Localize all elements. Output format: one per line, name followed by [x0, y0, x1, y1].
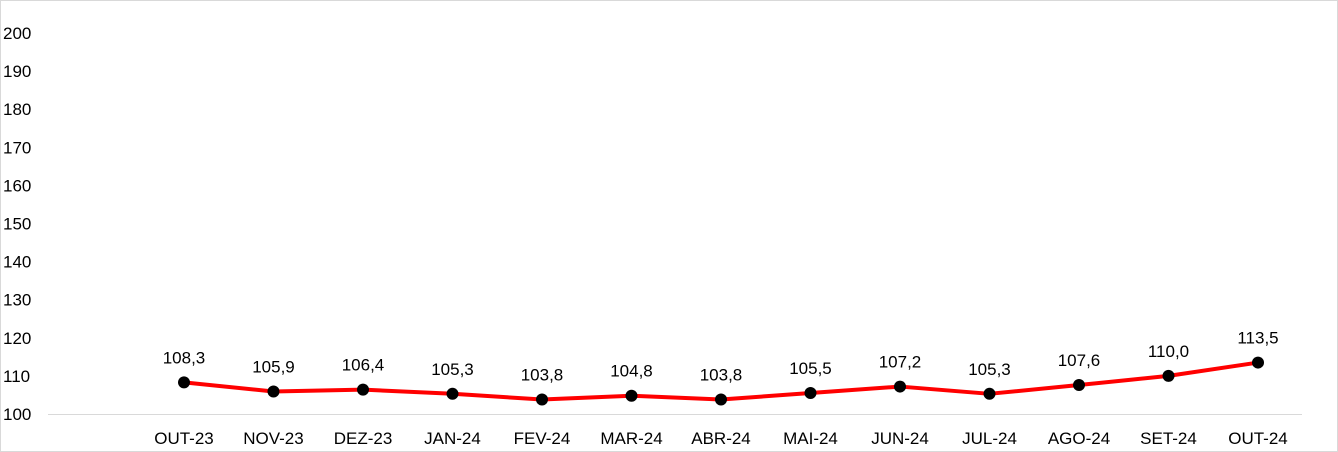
y-tick-label: 140: [3, 253, 31, 272]
data-label: 113,5: [1237, 329, 1278, 348]
data-label: 104,8: [610, 362, 653, 381]
data-point: [1252, 356, 1264, 369]
x-tick-label: AGO-24: [1048, 429, 1110, 448]
x-tick-label: OUT-24: [1228, 429, 1288, 448]
y-tick-label: 150: [3, 215, 31, 234]
data-point: [536, 393, 548, 406]
y-axis-ticks: 100 110 120 130 140 150 160 170 180 190 200: [3, 24, 31, 424]
data-point: [804, 387, 817, 400]
data-label: 103,8: [521, 366, 564, 385]
x-tick-label: MAR-24: [600, 429, 662, 448]
data-point: [1162, 369, 1175, 382]
data-point: [715, 393, 727, 406]
x-axis-ticks: OUT-23 NOV-23 DEZ-23 JAN-24 FEV-24 MAR-24 ABR-…: [154, 429, 1288, 448]
data-label: 110,0: [1148, 342, 1189, 361]
y-tick-label: 110: [3, 367, 30, 386]
data-label: 105,5: [789, 359, 832, 378]
data-label: 107,6: [1058, 351, 1101, 370]
data-label: 106,4: [342, 356, 385, 375]
y-tick-label: 120: [3, 329, 31, 348]
y-tick-label: 180: [3, 100, 31, 119]
y-tick-label: 160: [3, 176, 31, 195]
x-tick-label: JUN-24: [871, 429, 929, 448]
data-label: 105,3: [431, 360, 474, 379]
data-point: [357, 383, 369, 396]
x-tick-label: SET-24: [1140, 429, 1197, 448]
data-point: [267, 385, 280, 398]
data-point: [894, 380, 906, 393]
data-label: 105,3: [968, 360, 1011, 379]
x-tick-label: MAI-24: [783, 429, 838, 448]
data-point: [446, 387, 459, 400]
y-tick-label: 100: [3, 405, 31, 424]
data-point: [983, 387, 996, 400]
data-point: [625, 389, 638, 402]
data-markers: [178, 356, 1264, 406]
data-label: 103,8: [700, 366, 743, 385]
y-tick-label: 190: [3, 62, 31, 81]
data-point: [178, 376, 190, 389]
data-labels: 108,3 105,9 106,4 105,3 103,8 104,8 103,8 105,5…: [163, 329, 1279, 385]
data-point: [1073, 379, 1085, 392]
y-tick-label: 130: [3, 291, 31, 310]
data-label: 108,3: [163, 348, 206, 367]
x-tick-label: DEZ-23: [334, 429, 393, 448]
x-tick-label: JAN-24: [424, 429, 481, 448]
x-tick-label: JUL-24: [962, 429, 1017, 448]
y-tick-label: 200: [3, 24, 31, 43]
y-tick-label: 170: [3, 138, 31, 157]
x-tick-label: OUT-23: [154, 429, 214, 448]
data-label: 107,2: [879, 353, 922, 372]
x-tick-label: NOV-23: [243, 429, 303, 448]
x-tick-label: FEV-24: [514, 429, 571, 448]
x-tick-label: ABR-24: [691, 429, 751, 448]
data-label: 105,9: [252, 358, 295, 377]
